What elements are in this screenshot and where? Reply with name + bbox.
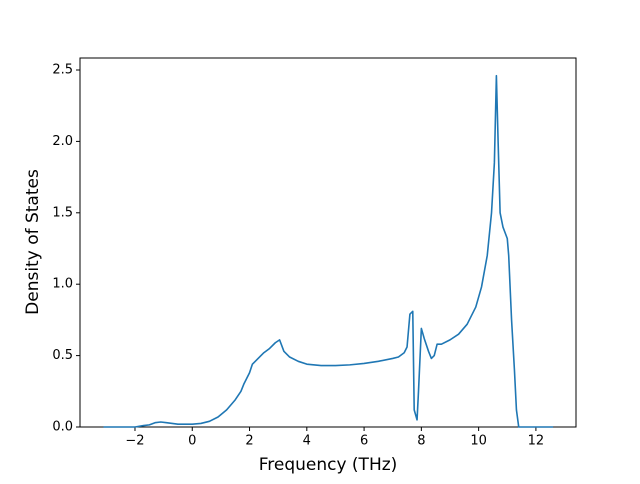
x-tick-label: 8 bbox=[417, 434, 425, 449]
y-tick-label: 1.0 bbox=[52, 277, 73, 292]
x-tick-label: 10 bbox=[470, 434, 487, 449]
y-tick-label: 2.0 bbox=[52, 134, 73, 149]
y-tick-label: 0.0 bbox=[52, 420, 73, 435]
data-line bbox=[103, 74, 554, 428]
x-axis-label: Frequency (THz) bbox=[259, 455, 398, 475]
x-tick-label: 0 bbox=[188, 434, 196, 449]
x-tick-label: 4 bbox=[303, 434, 311, 449]
x-tick-label: 2 bbox=[245, 434, 253, 449]
plot-frame bbox=[79, 57, 577, 428]
y-tick-label: 2.5 bbox=[52, 62, 73, 77]
y-tick-label: 1.5 bbox=[52, 205, 73, 220]
x-tick-label: 6 bbox=[360, 434, 368, 449]
x-tick-label: 12 bbox=[528, 434, 545, 449]
y-axis-label: Density of States bbox=[23, 169, 43, 315]
y-tick-label: 0.5 bbox=[52, 348, 73, 363]
x-tick-label: −2 bbox=[125, 434, 144, 449]
